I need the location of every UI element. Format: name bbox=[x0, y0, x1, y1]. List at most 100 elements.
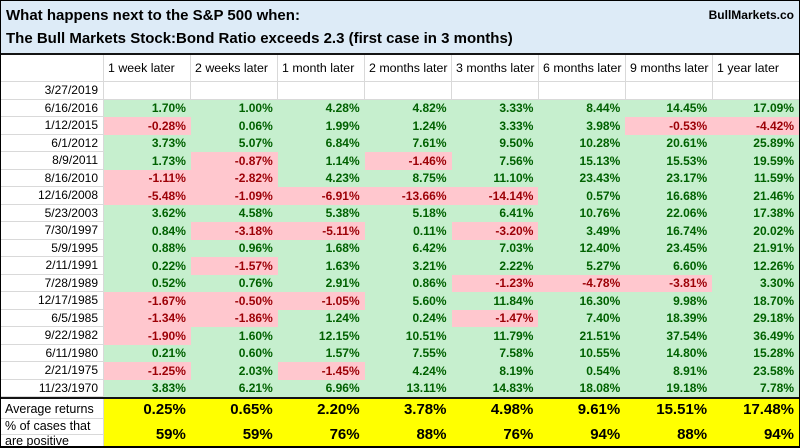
value-cell[interactable]: 0.52% bbox=[104, 274, 191, 292]
date-cell[interactable]: 6/5/1985 bbox=[1, 309, 104, 327]
value-cell[interactable]: 14.83% bbox=[451, 379, 539, 397]
average-cell[interactable]: 4.98% bbox=[451, 399, 539, 419]
value-cell[interactable]: 21.46% bbox=[712, 187, 799, 205]
value-cell[interactable]: 3.30% bbox=[712, 274, 799, 292]
value-cell[interactable]: 19.59% bbox=[712, 152, 799, 170]
date-cell[interactable]: 9/22/1982 bbox=[1, 327, 104, 345]
value-cell[interactable]: 0.60% bbox=[190, 344, 278, 362]
value-cell[interactable]: -1.05% bbox=[277, 292, 365, 310]
column-header[interactable]: 1 month later bbox=[278, 55, 365, 82]
date-cell[interactable]: 5/23/2003 bbox=[1, 204, 104, 222]
value-cell[interactable]: -4.42% bbox=[712, 117, 799, 135]
date-column-header-cell[interactable] bbox=[1, 55, 104, 82]
value-cell[interactable]: 7.61% bbox=[364, 134, 452, 152]
value-cell[interactable]: 23.17% bbox=[625, 169, 713, 187]
value-cell[interactable]: 13.11% bbox=[364, 379, 452, 397]
value-cell[interactable]: 1.63% bbox=[277, 257, 365, 275]
value-cell[interactable]: -6.91% bbox=[277, 187, 365, 205]
empty-cell[interactable] bbox=[191, 82, 278, 100]
value-cell[interactable]: 0.11% bbox=[364, 222, 452, 240]
date-cell[interactable]: 2/11/1991 bbox=[1, 257, 104, 275]
value-cell[interactable]: -1.90% bbox=[104, 327, 191, 345]
date-cell[interactable]: 11/23/1970 bbox=[1, 379, 104, 397]
value-cell[interactable]: 22.06% bbox=[625, 204, 713, 222]
value-cell[interactable]: 23.43% bbox=[538, 169, 626, 187]
value-cell[interactable]: 5.18% bbox=[364, 204, 452, 222]
value-cell[interactable]: 7.40% bbox=[538, 309, 626, 327]
value-cell[interactable]: 1.57% bbox=[277, 344, 365, 362]
value-cell[interactable]: 2.91% bbox=[277, 274, 365, 292]
value-cell[interactable]: 25.89% bbox=[712, 134, 799, 152]
value-cell[interactable]: 3.83% bbox=[104, 379, 191, 397]
value-cell[interactable]: 21.91% bbox=[712, 239, 799, 257]
value-cell[interactable]: -5.11% bbox=[277, 222, 365, 240]
value-cell[interactable]: 1.60% bbox=[190, 327, 278, 345]
value-cell[interactable]: -1.86% bbox=[190, 309, 278, 327]
value-cell[interactable]: 1.24% bbox=[364, 117, 452, 135]
date-cell[interactable]: 12/17/1985 bbox=[1, 292, 104, 310]
value-cell[interactable]: 3.21% bbox=[364, 257, 452, 275]
value-cell[interactable]: -0.28% bbox=[104, 117, 191, 135]
value-cell[interactable]: 6.96% bbox=[277, 379, 365, 397]
value-cell[interactable]: 14.80% bbox=[625, 344, 713, 362]
value-cell[interactable]: -4.78% bbox=[538, 274, 626, 292]
value-cell[interactable]: 8.75% bbox=[364, 169, 452, 187]
value-cell[interactable]: 1.00% bbox=[190, 99, 278, 117]
value-cell[interactable]: 18.70% bbox=[712, 292, 799, 310]
value-cell[interactable]: -1.11% bbox=[104, 169, 191, 187]
value-cell[interactable]: 6.42% bbox=[364, 239, 452, 257]
value-cell[interactable]: 23.45% bbox=[625, 239, 713, 257]
percent-positive-cell[interactable]: 76% bbox=[277, 419, 365, 446]
percent-positive-cell[interactable]: 94% bbox=[538, 419, 626, 446]
value-cell[interactable]: 14.45% bbox=[625, 99, 713, 117]
value-cell[interactable]: -1.23% bbox=[451, 274, 539, 292]
date-cell[interactable]: 5/9/1995 bbox=[1, 239, 104, 257]
percent-positive-cell[interactable]: 59% bbox=[190, 419, 278, 446]
value-cell[interactable]: 12.15% bbox=[277, 327, 365, 345]
value-cell[interactable]: 5.27% bbox=[538, 257, 626, 275]
value-cell[interactable]: 0.76% bbox=[190, 274, 278, 292]
value-cell[interactable]: -2.82% bbox=[190, 169, 278, 187]
date-cell[interactable]: 12/16/2008 bbox=[1, 187, 104, 205]
date-cell[interactable]: 6/1/2012 bbox=[1, 134, 104, 152]
value-cell[interactable]: -1.25% bbox=[104, 362, 191, 380]
date-cell[interactable]: 7/28/1989 bbox=[1, 274, 104, 292]
value-cell[interactable]: 9.98% bbox=[625, 292, 713, 310]
value-cell[interactable]: 16.68% bbox=[625, 187, 713, 205]
value-cell[interactable]: -0.53% bbox=[625, 117, 713, 135]
average-cell[interactable]: 17.48% bbox=[712, 399, 799, 419]
column-header[interactable]: 9 months later bbox=[626, 55, 713, 82]
value-cell[interactable]: 7.56% bbox=[451, 152, 539, 170]
value-cell[interactable]: 4.28% bbox=[277, 99, 365, 117]
value-cell[interactable]: 4.58% bbox=[190, 204, 278, 222]
value-cell[interactable]: 7.03% bbox=[451, 239, 539, 257]
date-cell[interactable]: 3/27/2019 bbox=[1, 82, 104, 100]
percent-positive-cell[interactable]: 76% bbox=[451, 419, 539, 446]
empty-cell[interactable] bbox=[713, 82, 799, 100]
empty-cell[interactable] bbox=[365, 82, 452, 100]
column-header[interactable]: 3 months later bbox=[452, 55, 539, 82]
value-cell[interactable]: 3.33% bbox=[451, 117, 539, 135]
value-cell[interactable]: -1.57% bbox=[190, 257, 278, 275]
date-cell[interactable]: 7/30/1997 bbox=[1, 222, 104, 240]
value-cell[interactable]: 1.14% bbox=[277, 152, 365, 170]
value-cell[interactable]: 0.24% bbox=[364, 309, 452, 327]
value-cell[interactable]: 0.96% bbox=[190, 239, 278, 257]
value-cell[interactable]: 6.84% bbox=[277, 134, 365, 152]
value-cell[interactable]: -3.18% bbox=[190, 222, 278, 240]
empty-cell[interactable] bbox=[539, 82, 626, 100]
value-cell[interactable]: 0.84% bbox=[104, 222, 191, 240]
value-cell[interactable]: -1.45% bbox=[277, 362, 365, 380]
value-cell[interactable]: 7.58% bbox=[451, 344, 539, 362]
value-cell[interactable]: 12.40% bbox=[538, 239, 626, 257]
value-cell[interactable]: 3.98% bbox=[538, 117, 626, 135]
value-cell[interactable]: 10.51% bbox=[364, 327, 452, 345]
percent-positive-cell[interactable]: 88% bbox=[364, 419, 452, 446]
column-header[interactable]: 1 week later bbox=[104, 55, 191, 82]
date-cell[interactable]: 8/16/2010 bbox=[1, 169, 104, 187]
average-cell[interactable]: 0.65% bbox=[190, 399, 278, 419]
value-cell[interactable]: 3.73% bbox=[104, 134, 191, 152]
value-cell[interactable]: 7.55% bbox=[364, 344, 452, 362]
date-cell[interactable]: 2/21/1975 bbox=[1, 362, 104, 380]
value-cell[interactable]: 5.07% bbox=[190, 134, 278, 152]
